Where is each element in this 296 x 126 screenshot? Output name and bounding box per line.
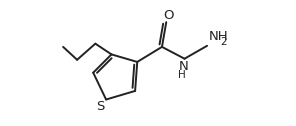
Text: O: O — [163, 9, 174, 22]
Text: S: S — [96, 100, 104, 113]
Text: 2: 2 — [221, 37, 227, 46]
Text: N: N — [179, 60, 189, 73]
Text: NH: NH — [209, 30, 228, 43]
Text: H: H — [178, 70, 186, 80]
